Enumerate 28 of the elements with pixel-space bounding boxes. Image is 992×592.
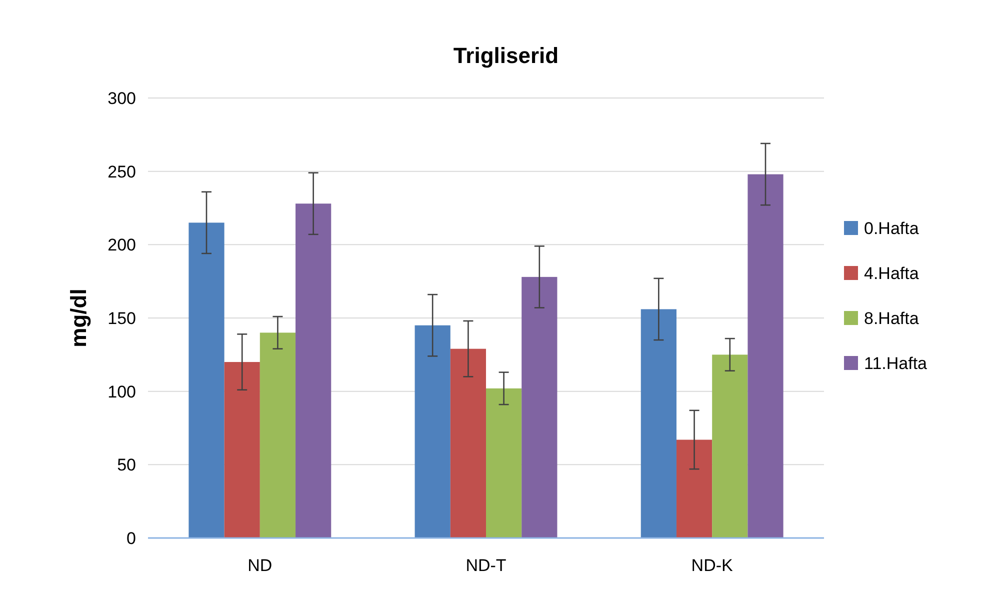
y-tick-label: 0 <box>126 528 136 548</box>
y-tick-label: 300 <box>108 88 136 108</box>
bar <box>450 348 486 538</box>
bar <box>224 362 260 538</box>
bar <box>260 332 296 538</box>
bar <box>712 354 748 538</box>
x-tick-label: ND-K <box>691 556 734 575</box>
y-tick-label: 50 <box>117 456 136 475</box>
x-tick-label: ND <box>248 556 272 575</box>
bar <box>296 204 332 538</box>
legend-label: 4.Hafta <box>864 264 920 283</box>
x-tick-label: ND-T <box>466 556 506 575</box>
legend-label: 0.Hafta <box>864 218 920 238</box>
bar <box>676 440 712 538</box>
bar <box>414 325 450 538</box>
y-tick-label: 100 <box>108 382 136 402</box>
y-tick-label: 250 <box>108 162 136 182</box>
bar <box>188 222 224 538</box>
bar <box>522 276 558 538</box>
y-tick-label: 150 <box>108 308 136 328</box>
chart-title: Trigliserid <box>453 43 559 68</box>
y-axis-title: mg/dl <box>66 288 91 348</box>
bar <box>640 309 676 538</box>
legend-label: 11.Hafta <box>864 354 928 373</box>
bar <box>486 388 522 538</box>
legend-label: 8.Hafta <box>864 308 920 328</box>
y-tick-label: 200 <box>108 236 136 255</box>
bar <box>748 174 784 538</box>
